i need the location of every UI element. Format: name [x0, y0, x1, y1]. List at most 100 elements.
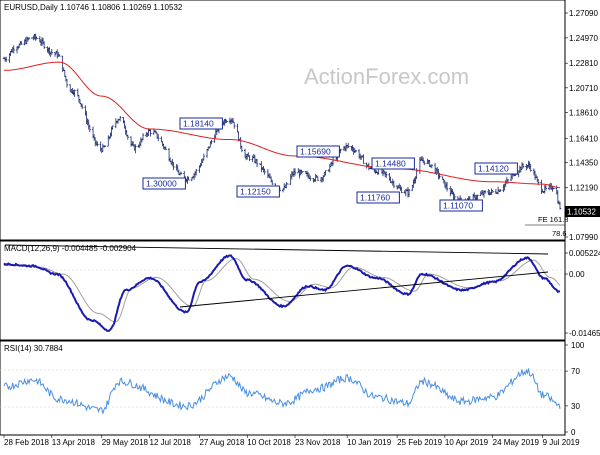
ohlc-bar	[233, 121, 236, 129]
ohlc-bar	[103, 145, 107, 148]
x-tick: 28 Feb 2018	[3, 435, 49, 447]
rsi-line	[3, 368, 561, 414]
price-tick: 1.27090	[565, 9, 598, 18]
price-callout: 1.14480	[371, 157, 415, 170]
ohlc-bar	[362, 154, 365, 164]
rsi-tick: 100	[565, 341, 585, 350]
x-tick: 10 Apr 2019	[444, 435, 489, 447]
x-tick-label: 10 Jan 2019	[347, 438, 392, 447]
price-tick: 1.20710	[565, 84, 598, 93]
ohlc-bar	[42, 41, 46, 49]
ohlc-bar	[407, 188, 411, 198]
ohlc-bar	[88, 124, 91, 133]
price-tick: 1.14350	[565, 158, 598, 167]
price-tick-label: 1.14350	[569, 158, 598, 167]
ohlc-bar	[552, 187, 555, 190]
callout-label: 1.11070	[443, 201, 473, 211]
ohlc-bar	[445, 181, 449, 192]
fib-label-786: 78.6	[552, 229, 567, 238]
price-tick-label: 1.18610	[569, 108, 598, 117]
ohlc-bar	[20, 41, 23, 45]
ohlc-bar	[263, 168, 266, 175]
x-tick: 10 Oct 2018	[246, 435, 291, 447]
price-tick-label: 1.16410	[569, 134, 598, 143]
ohlc-bar	[316, 176, 320, 181]
ohlc-bar	[301, 171, 304, 173]
price-callouts: 1.30000 1.18140 1.12150 1.15690 1.11760 1.144…	[142, 117, 518, 212]
ohlc-bar	[73, 89, 76, 97]
rsi-panel-frame	[0, 340, 566, 436]
ohlc-bar	[164, 146, 168, 151]
price-bars	[2, 33, 562, 210]
price-tick-label: 1.24970	[569, 34, 598, 43]
x-tick-label: 13 Apr 2018	[52, 438, 96, 447]
price-tick: 1.18610	[565, 108, 598, 117]
macd-tick-label: 0.00	[569, 270, 585, 279]
price-tick-label: 1.20710	[569, 84, 598, 93]
price-callout: 1.15690	[296, 145, 340, 158]
ohlc-bar	[347, 142, 350, 149]
ohlc-bar	[225, 119, 228, 123]
rsi-tick-label: 70	[571, 367, 580, 376]
macd-trendline-upper	[4, 244, 549, 255]
ohlc-bar	[271, 179, 274, 185]
macd-axis: 0.005224 0.00 -0.014652	[565, 249, 600, 338]
rsi-header: RSI(14) 30.7884	[4, 344, 63, 353]
ohlc-bar	[179, 171, 183, 175]
price-callout: 1.12150	[236, 185, 280, 198]
ohlc-bar	[286, 183, 289, 185]
rsi-tick: 30	[565, 402, 580, 411]
ohlc-bar	[210, 139, 213, 145]
ohlc-bar	[118, 115, 122, 122]
macd-line	[3, 254, 561, 333]
price-callout: 1.11760	[356, 191, 400, 204]
price-callout: 1.14120	[474, 162, 518, 175]
ohlc-bar	[134, 144, 137, 154]
ohlc-bar	[392, 180, 396, 188]
ohlc-bar	[80, 103, 84, 110]
x-tick: 9 Jul 2019	[542, 435, 580, 447]
ohlc-bar	[483, 190, 487, 194]
price-tick-label: 1.07990	[569, 233, 598, 242]
ohlc-bar	[58, 54, 61, 57]
rsi-tick-label: 0	[571, 428, 576, 437]
callout-label: 1.18140	[183, 119, 214, 129]
ohlc-bar	[354, 149, 358, 153]
ohlc-bar	[529, 163, 532, 172]
x-tick-label: 25 Feb 2019	[397, 438, 442, 447]
price-tick-label: 1.27090	[569, 9, 598, 18]
ohlc-bar	[149, 129, 152, 137]
ohlc-bar	[506, 179, 510, 184]
rsi-tick-label: 30	[571, 402, 580, 411]
x-tick-label: 10 Apr 2019	[445, 438, 489, 447]
price-tick-label: 1.22810	[569, 59, 598, 68]
ohlc-bar	[27, 37, 31, 40]
ohlc-bar	[453, 193, 456, 200]
ohlc-bar	[423, 160, 426, 166]
rsi-tick-label: 100	[571, 341, 585, 350]
callout-label: 1.30000	[146, 179, 177, 189]
callout-label: 1.14120	[478, 164, 509, 174]
last-price-marker	[565, 206, 600, 217]
price-tick: 1.12190	[565, 184, 598, 193]
ohlc-bar	[309, 175, 312, 182]
price-header: EURUSD,Daily 1.10746 1.10806 1.10269 1.1…	[4, 3, 183, 12]
rsi-axis: 100 70 30 0	[565, 341, 585, 437]
ohlc-bar	[157, 133, 160, 142]
ohlc-bar	[12, 45, 15, 54]
callout-label: 1.11760	[360, 193, 390, 203]
x-tick: 29 May 2018	[101, 435, 149, 447]
price-callout: 1.11070	[439, 199, 483, 212]
macd-panel-frame	[0, 240, 566, 341]
x-tick: 25 Feb 2019	[396, 435, 443, 447]
x-tick-label: 24 May 2019	[493, 438, 540, 447]
watermark: ActionForex.com	[304, 64, 469, 89]
x-tick-label: 10 Oct 2018	[247, 438, 291, 447]
ohlc-bar	[255, 158, 259, 168]
ohlc-bar	[141, 133, 145, 141]
callout-label: 1.14480	[375, 159, 406, 169]
x-tick: 10 Jan 2019	[346, 435, 392, 447]
x-tick-label: 29 May 2018	[102, 438, 149, 447]
ohlc-bar	[385, 171, 388, 179]
